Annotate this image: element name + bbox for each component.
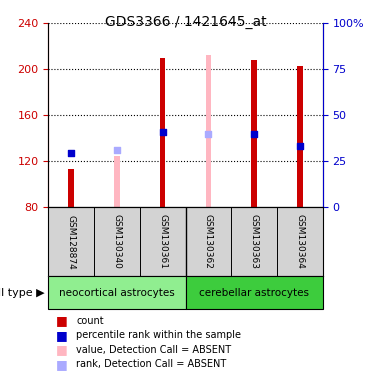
Text: count: count	[76, 316, 104, 326]
Text: percentile rank within the sample: percentile rank within the sample	[76, 330, 241, 340]
Text: GDS3366 / 1421645_at: GDS3366 / 1421645_at	[105, 15, 266, 29]
Text: GSM130364: GSM130364	[295, 215, 304, 269]
Bar	[297, 66, 303, 207]
Bar	[186, 276, 323, 309]
Text: cell type ▶: cell type ▶	[0, 288, 45, 298]
Point	[160, 129, 165, 136]
Point	[251, 131, 257, 137]
Text: rank, Detection Call = ABSENT: rank, Detection Call = ABSENT	[76, 359, 226, 369]
Text: ■: ■	[56, 358, 68, 371]
Text: GSM130340: GSM130340	[112, 215, 121, 269]
Text: ■: ■	[56, 314, 68, 327]
Point	[68, 150, 74, 156]
Text: value, Detection Call = ABSENT: value, Detection Call = ABSENT	[76, 345, 231, 355]
Text: GSM130363: GSM130363	[250, 214, 259, 270]
Text: GSM130361: GSM130361	[158, 214, 167, 270]
Bar	[160, 58, 165, 207]
Point	[114, 147, 120, 153]
Text: ■: ■	[56, 343, 68, 356]
Text: GSM130362: GSM130362	[204, 215, 213, 269]
Bar	[252, 60, 257, 207]
Bar	[206, 55, 211, 207]
Bar	[114, 156, 119, 207]
Point	[206, 131, 211, 137]
Bar	[48, 276, 186, 309]
Bar	[68, 169, 74, 207]
Text: ■: ■	[56, 329, 68, 342]
Text: GSM128874: GSM128874	[67, 215, 76, 269]
Text: neocortical astrocytes: neocortical astrocytes	[59, 288, 175, 298]
Point	[297, 143, 303, 149]
Text: cerebellar astrocytes: cerebellar astrocytes	[199, 288, 309, 298]
